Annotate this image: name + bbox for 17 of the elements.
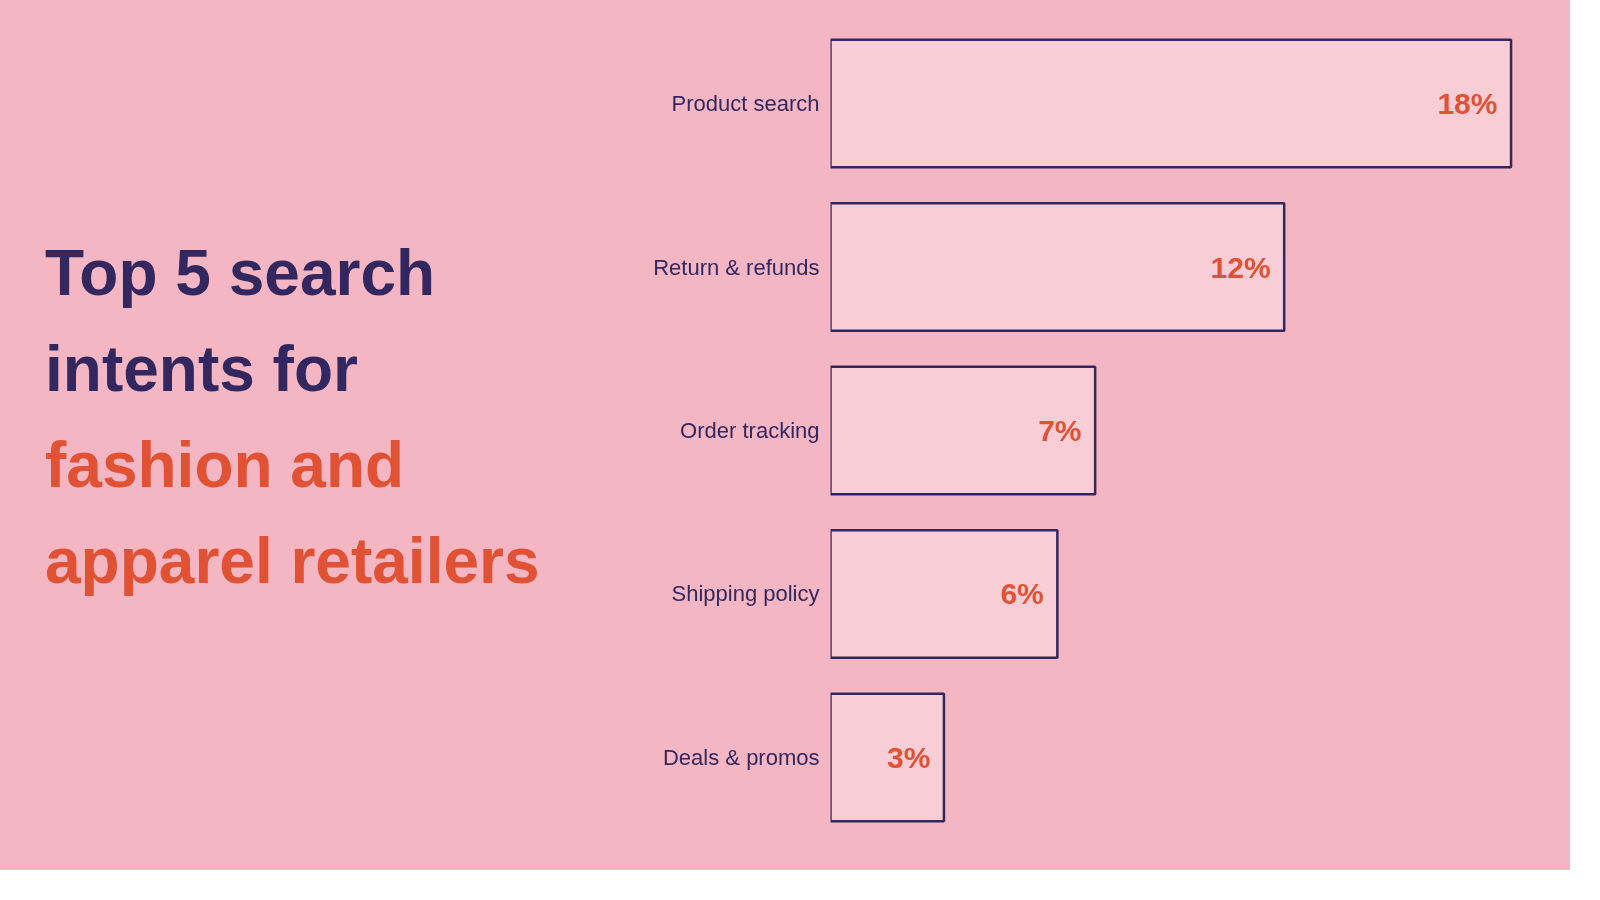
y-tick-label: Return & refunds (653, 254, 820, 280)
bar (830, 365, 1097, 496)
y-tick-label: Deals & promos (663, 744, 820, 770)
bar (830, 202, 1286, 333)
data-label: 7% (1038, 414, 1082, 447)
data-label: 12% (1210, 250, 1271, 284)
y-tick-label: Product search (671, 91, 820, 117)
y-tick-label: Shipping policy (671, 581, 820, 607)
data-label: 18% (1437, 87, 1498, 121)
text: fashion and apparel retailers (45, 429, 540, 597)
y-tick-label: Order tracking (680, 418, 820, 443)
bar (830, 528, 1059, 659)
text: Top 5 search intents for (45, 237, 436, 405)
data-label: 3% (886, 740, 931, 774)
bar (830, 692, 946, 823)
bar (830, 38, 1513, 169)
data-label: 6% (1000, 577, 1044, 611)
